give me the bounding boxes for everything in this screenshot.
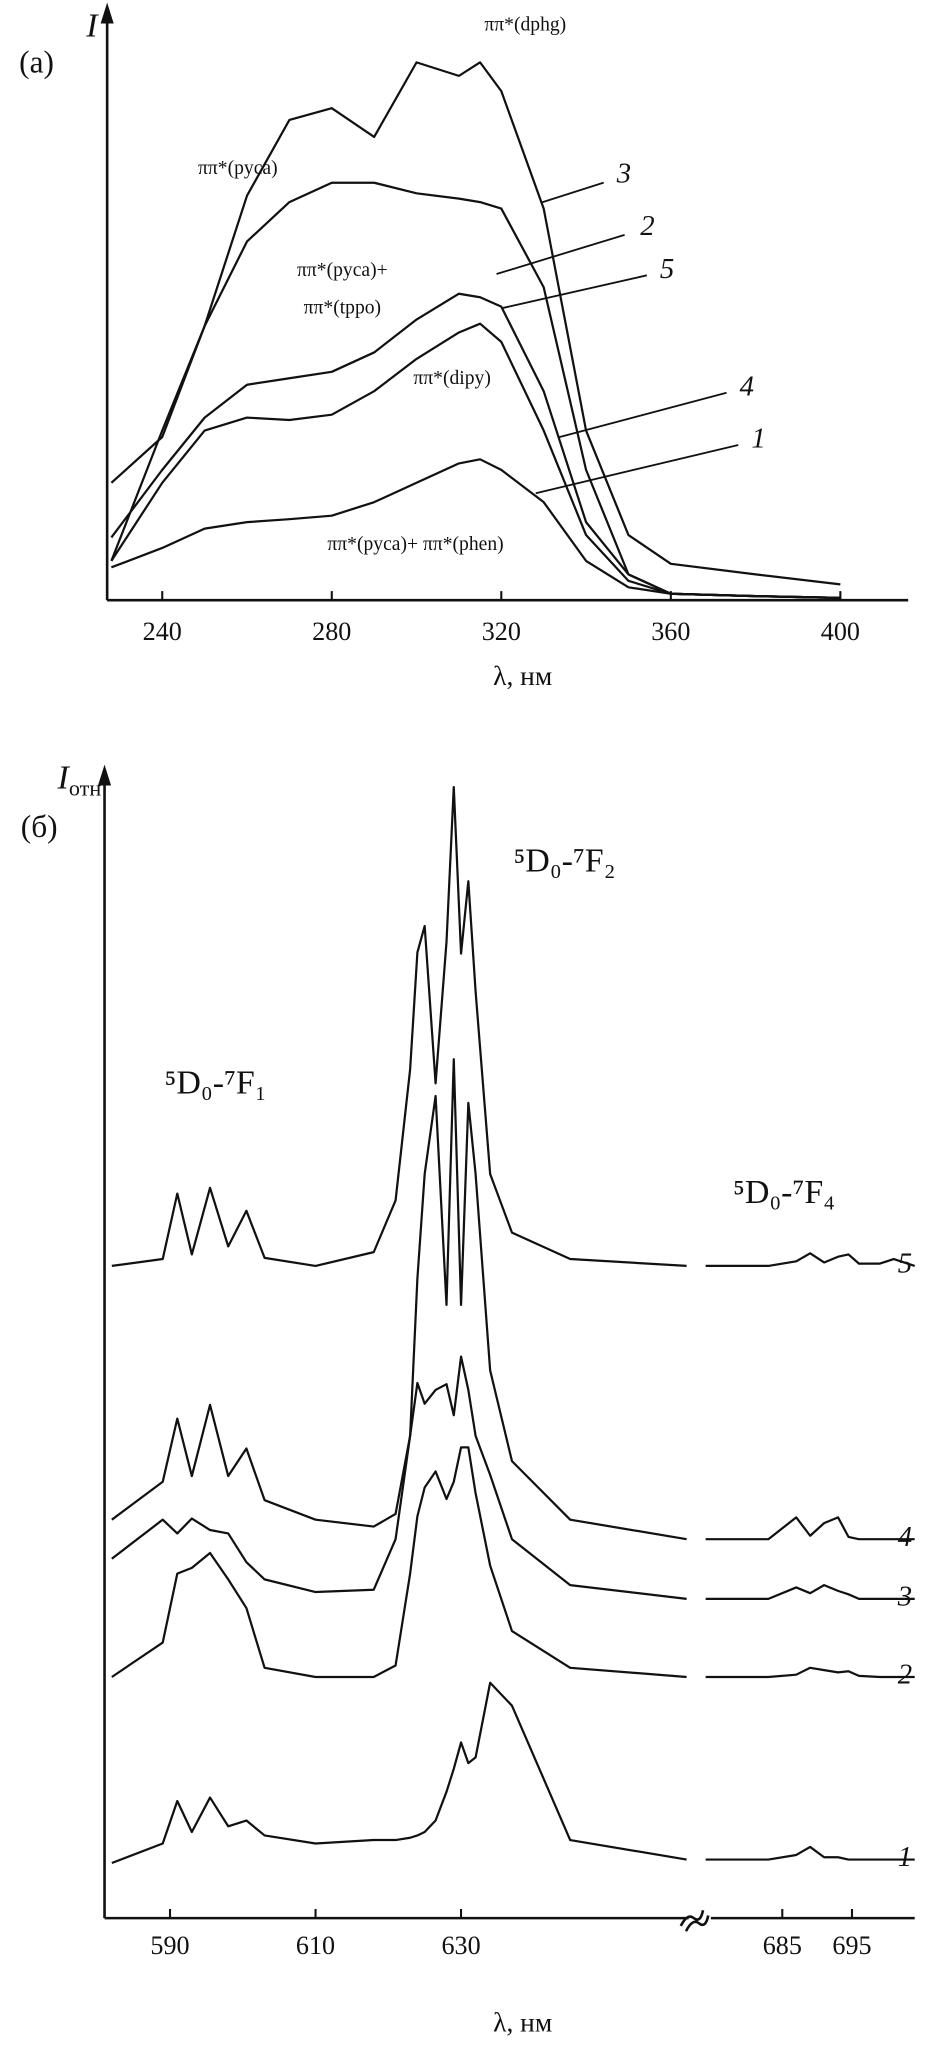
series-label: 1	[751, 423, 765, 455]
series-label: 3	[897, 1581, 912, 1613]
y-label-main: I	[85, 8, 99, 45]
series-label: 4	[898, 1521, 912, 1553]
series-label: 3	[616, 158, 631, 190]
series-label: 4	[740, 370, 754, 402]
series-line	[705, 1584, 915, 1601]
leader-line	[535, 444, 739, 495]
annotation: ππ*(tppo)	[304, 298, 381, 319]
annotation: ππ*(pyca)+	[297, 260, 388, 281]
series-line	[705, 1516, 915, 1541]
leader-line	[559, 391, 727, 439]
x-axis-label: λ, нм	[493, 661, 552, 691]
annotation: ππ*(pyca)+ ππ*(phen)	[327, 534, 503, 555]
series-label: 1	[898, 1841, 912, 1873]
leader-line	[542, 181, 604, 204]
panel-label: (а)	[19, 44, 54, 79]
x-tick-label: 360	[651, 617, 690, 646]
series-line	[111, 1058, 687, 1541]
y-axis-label: Iотн	[56, 759, 101, 801]
series-label: 2	[898, 1659, 912, 1691]
panel-label: (б)	[21, 809, 58, 844]
y-label-sub: отн	[69, 776, 102, 801]
annotation: ⁵D₀-⁷F₁	[165, 1064, 267, 1101]
y-arrow	[98, 764, 112, 786]
x-tick-label: 240	[143, 617, 182, 646]
series-label: 5	[898, 1248, 912, 1280]
x-tick-label: 695	[832, 1931, 871, 1960]
y-arrow	[100, 2, 114, 24]
y-label-main: I	[56, 759, 70, 796]
x-tick-label: 685	[763, 1931, 802, 1960]
series-line	[705, 1252, 916, 1268]
series-line	[110, 458, 841, 599]
leader-line	[496, 233, 625, 275]
x-tick-label: 280	[312, 617, 351, 646]
axis-break	[679, 1910, 710, 1932]
y-axis-label: I	[85, 8, 99, 45]
x-tick-label: 630	[441, 1931, 480, 1960]
series-line	[110, 322, 841, 599]
annotation: ⁵D₀-⁷F₄	[733, 1174, 835, 1211]
series-line	[705, 1845, 915, 1861]
annotation: ππ*(pyca)	[198, 158, 278, 179]
series-line	[110, 61, 841, 586]
series-label: 2	[640, 210, 654, 242]
x-tick-label: 400	[821, 617, 860, 646]
axes-a	[100, 2, 909, 602]
annotation: ππ*(dipy)	[413, 368, 490, 389]
series-label: 5	[660, 253, 674, 285]
annotation: ππ*(dphg)	[484, 15, 566, 36]
series-line	[705, 1666, 915, 1679]
series-line	[111, 1681, 687, 1865]
x-tick-label: 610	[296, 1931, 335, 1960]
series-line	[110, 292, 841, 599]
axes-b	[98, 764, 915, 1932]
annotation: ⁵D₀-⁷F₂	[513, 843, 615, 880]
x-tick-label: 590	[150, 1931, 189, 1960]
series-line	[111, 1355, 687, 1601]
series-line	[111, 785, 687, 1268]
x-tick-label: 320	[482, 617, 521, 646]
x-axis-label: λ, нм	[493, 2007, 552, 2037]
leader-line	[502, 274, 648, 309]
series-line	[111, 1446, 687, 1679]
